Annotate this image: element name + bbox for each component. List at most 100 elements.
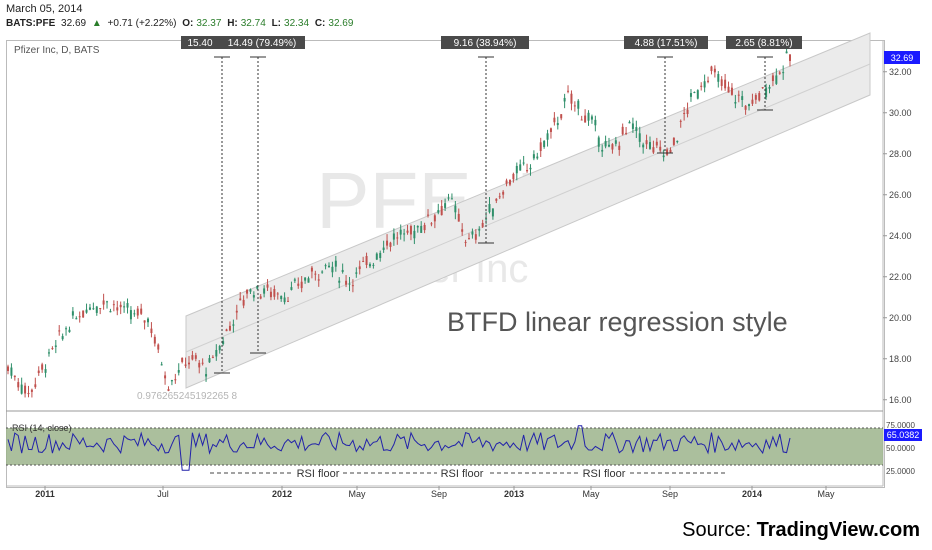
measure-label: 4.88 (17.51%) xyxy=(635,38,698,49)
candle-body xyxy=(659,146,662,151)
candle-body xyxy=(379,252,382,259)
candle-body xyxy=(758,93,761,101)
candle-body xyxy=(136,308,139,316)
candle-body xyxy=(358,266,361,270)
candle-body xyxy=(143,320,146,323)
candle-body xyxy=(628,121,631,124)
rsi-line xyxy=(7,425,791,471)
price-tick-label: 16.00 xyxy=(889,395,912,405)
candle-body xyxy=(102,300,105,305)
candle-body xyxy=(495,198,498,201)
candle-body xyxy=(249,289,252,292)
candle-body xyxy=(109,311,112,313)
candle-body xyxy=(515,165,518,174)
open-label: O: xyxy=(182,18,194,29)
candle-body xyxy=(437,210,440,213)
candle-body xyxy=(208,358,211,363)
candle-body xyxy=(737,94,740,96)
candle-body xyxy=(556,123,559,126)
candle-body xyxy=(41,364,44,370)
candle-body xyxy=(20,384,23,394)
candle-body xyxy=(471,231,474,235)
candle-body xyxy=(392,233,395,240)
candle-body xyxy=(587,112,590,121)
candle-body xyxy=(133,313,136,315)
candle-body xyxy=(491,208,494,217)
candle-body xyxy=(147,318,150,323)
candle-body xyxy=(403,233,406,235)
candle-body xyxy=(386,240,389,246)
candle-body xyxy=(246,289,249,294)
candle-body xyxy=(368,264,371,267)
candle-body xyxy=(430,223,433,225)
candle-body xyxy=(652,147,655,153)
candle-body xyxy=(170,380,173,382)
candle-body xyxy=(280,295,283,300)
candle-body xyxy=(399,229,402,235)
candle-body xyxy=(481,222,484,227)
candle-body xyxy=(34,384,37,388)
candle-body xyxy=(269,291,272,298)
high-value: 32.74 xyxy=(240,18,266,29)
quote-line: BATS:PFE 32.69 ▲ +0.71 (+2.22%) O: 32.37 … xyxy=(6,18,356,29)
candle-body xyxy=(126,303,129,308)
candle-body xyxy=(505,180,508,184)
candle-body xyxy=(618,145,621,150)
price-tick-label: 20.00 xyxy=(889,313,912,323)
time-tick-label: 2013 xyxy=(504,489,524,499)
candle-body xyxy=(324,265,327,267)
time-tick-label: Jul xyxy=(157,489,169,499)
candle-body xyxy=(642,144,645,148)
candle-body xyxy=(713,68,716,73)
candle-body xyxy=(116,307,119,311)
price-badge-box xyxy=(884,51,920,64)
candle-body xyxy=(567,90,570,92)
candle-body xyxy=(30,389,33,392)
candle-body xyxy=(782,72,785,74)
candle-body xyxy=(232,324,235,326)
measure-tools[interactable]: 15.40 14.49 (79.49%) 9.16 (38.94%) 4.88 (17… xyxy=(181,36,802,374)
time-tick-label: Sep xyxy=(431,489,447,499)
candle-body xyxy=(590,116,593,120)
candle-body xyxy=(724,79,727,89)
last-price: 32.69 xyxy=(61,18,87,29)
candle-body xyxy=(174,379,177,381)
candle-body xyxy=(201,362,204,364)
candle-body xyxy=(717,74,720,82)
candle-body xyxy=(239,298,242,301)
candle-body xyxy=(775,75,778,84)
chart-date: March 05, 2014 xyxy=(6,3,83,15)
candle-body xyxy=(37,370,40,374)
candle-body xyxy=(228,325,231,331)
candle-body xyxy=(666,149,669,155)
candle-body xyxy=(129,310,132,320)
rsi-value-badge: 65.0382 xyxy=(887,430,920,440)
candle-body xyxy=(106,301,109,303)
candle-body xyxy=(498,196,501,198)
source-credit: Source: TradingView.com xyxy=(682,519,920,541)
high-label: H: xyxy=(227,18,238,29)
symbol-label[interactable]: BATS:PFE xyxy=(6,18,56,29)
candle-body xyxy=(24,385,27,394)
candle-body xyxy=(406,230,409,233)
time-tick-label: May xyxy=(582,489,600,499)
candle-body xyxy=(119,304,122,308)
candle-body xyxy=(99,308,102,310)
candle-body xyxy=(683,112,686,114)
candle-body xyxy=(211,356,214,358)
candle-body xyxy=(662,155,665,158)
candle-body xyxy=(488,204,491,213)
candle-body xyxy=(450,198,453,200)
low-label: L: xyxy=(271,18,282,29)
candle-body xyxy=(44,369,47,373)
candle-body xyxy=(608,144,611,147)
candle-body xyxy=(741,96,744,100)
price-tick-label: 28.00 xyxy=(889,149,912,159)
rsi-badge-box xyxy=(884,429,922,441)
candle-body xyxy=(457,213,460,222)
candle-body xyxy=(765,87,768,98)
candle-body xyxy=(730,87,733,95)
candle-body xyxy=(748,104,751,107)
candle-body xyxy=(539,142,542,152)
